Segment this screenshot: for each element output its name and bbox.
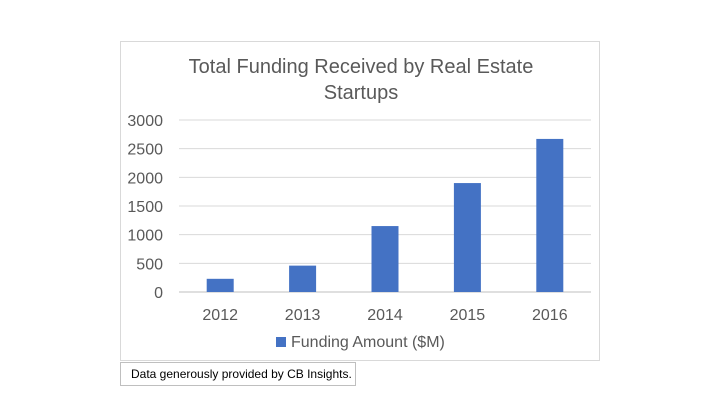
y-tick-label: 2000 — [127, 170, 163, 187]
chart-frame: Total Funding Received by Real Estate St… — [120, 41, 600, 361]
chart-title: Total Funding Received by Real Estate St… — [188, 56, 534, 104]
x-axis-ticks: 2012 2013 2014 2015 2016 — [202, 307, 567, 324]
legend-swatch — [276, 337, 286, 347]
bar-2013 — [289, 265, 317, 292]
legend: Funding Amount ($M) — [276, 334, 445, 351]
gridlines — [179, 119, 591, 293]
bar-2012 — [206, 278, 234, 292]
bar-2014 — [371, 226, 399, 292]
x-tick-label: 2016 — [532, 307, 568, 324]
bar-2016 — [536, 138, 564, 292]
x-tick-label: 2014 — [367, 307, 403, 324]
legend-label: Funding Amount ($M) — [291, 334, 445, 351]
x-tick-label: 2015 — [450, 307, 486, 324]
source-footnote: Data generously provided by CB Insights. — [120, 362, 356, 386]
x-tick-label: 2013 — [285, 307, 321, 324]
bars — [206, 138, 564, 292]
y-tick-label: 0 — [154, 285, 163, 302]
y-tick-label: 2500 — [127, 142, 163, 159]
y-tick-label: 3000 — [127, 113, 163, 130]
y-tick-label: 1500 — [127, 199, 163, 216]
y-tick-label: 1000 — [127, 228, 163, 245]
y-tick-label: 500 — [136, 256, 163, 273]
bar-2015 — [453, 183, 481, 292]
x-tick-label: 2012 — [202, 307, 238, 324]
y-axis-ticks: 0 500 1000 1500 2000 2500 3000 — [127, 113, 163, 302]
